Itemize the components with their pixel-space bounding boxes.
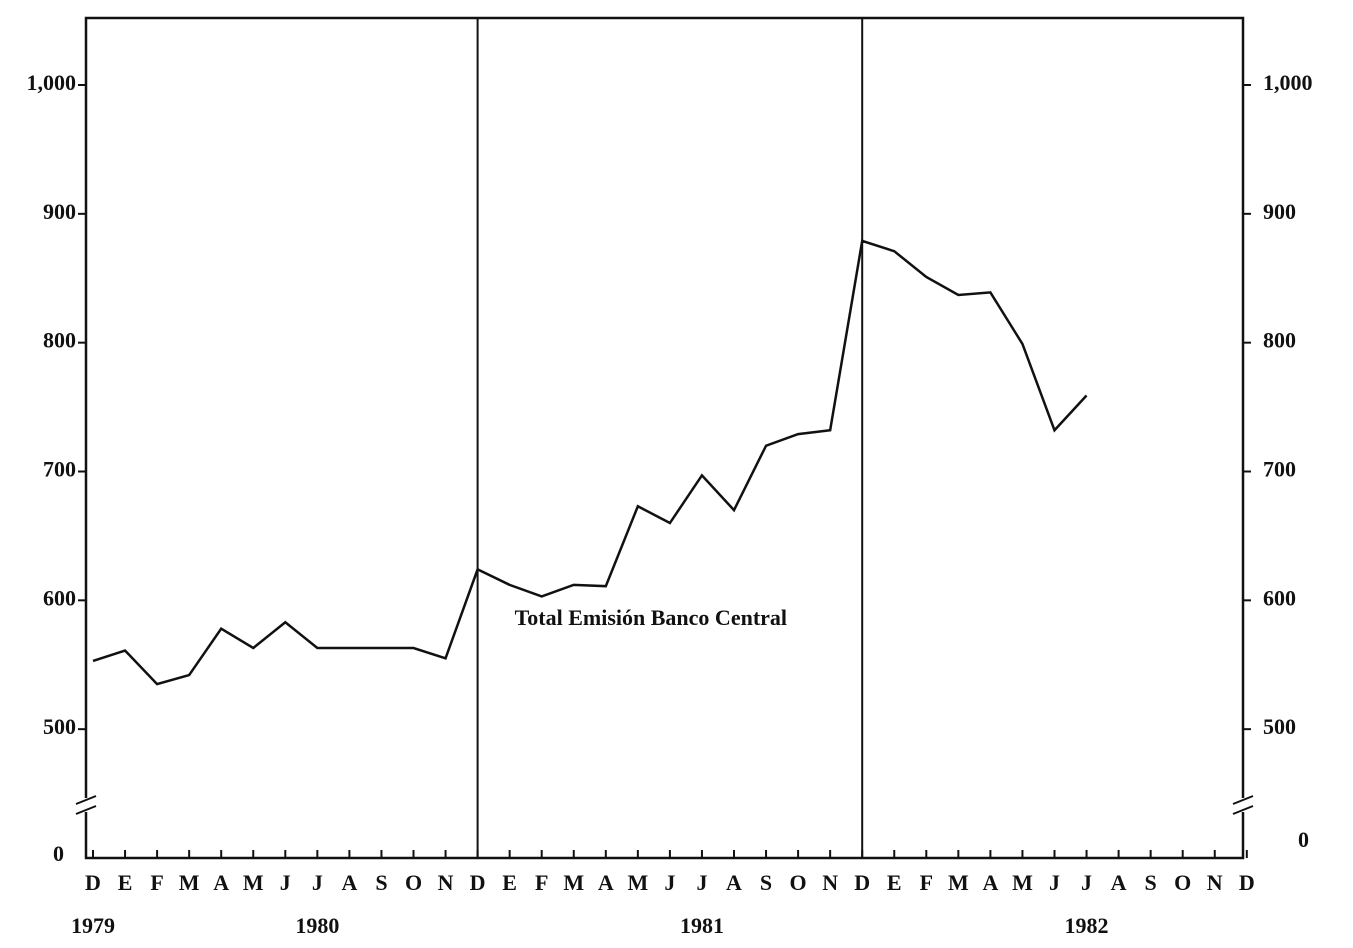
x-tick-label: A — [598, 870, 614, 895]
x-tick-label: S — [375, 870, 387, 895]
x-tick-label: J — [280, 870, 291, 895]
x-tick-label: A — [982, 870, 998, 895]
x-tick-label: S — [760, 870, 772, 895]
y-tick-label: 800 — [43, 328, 76, 353]
x-tick-label: N — [438, 870, 454, 895]
y-tick-label: 600 — [43, 585, 76, 610]
x-tick-label: O — [790, 870, 807, 895]
x-tick-label: D — [85, 870, 101, 895]
series-label: Total Emisión Banco Central — [515, 605, 787, 630]
y2-tick-label: 700 — [1263, 457, 1296, 482]
x-tick-label: O — [405, 870, 422, 895]
x-tick-label: M — [1012, 870, 1033, 895]
x-tick-label: A — [341, 870, 357, 895]
y-tick-label: 500 — [43, 714, 76, 739]
x-tick-label: F — [920, 870, 933, 895]
x-tick-label: M — [563, 870, 584, 895]
x-tick-label: A — [213, 870, 229, 895]
x-tick-label: O — [1174, 870, 1191, 895]
y2-tick-label: 1,000 — [1263, 70, 1313, 95]
x-tick-label: M — [627, 870, 648, 895]
x-tick-label: J — [1049, 870, 1060, 895]
year-label: 1979 — [71, 913, 115, 938]
x-tick-label: N — [1207, 870, 1223, 895]
x-tick-label: E — [502, 870, 517, 895]
axis-break-label: 0 — [1298, 827, 1309, 852]
x-tick-label: A — [726, 870, 742, 895]
x-tick-label: J — [312, 870, 323, 895]
x-tick-label: D — [470, 870, 486, 895]
y2-tick-label: 600 — [1263, 585, 1296, 610]
y2-tick-label: 500 — [1263, 714, 1296, 739]
axis-break-label: 0 — [53, 841, 64, 866]
x-tick-label: F — [535, 870, 548, 895]
year-label: 1982 — [1065, 913, 1109, 938]
year-label: 1981 — [680, 913, 724, 938]
axis-break — [1232, 805, 1254, 815]
x-tick-label: E — [887, 870, 902, 895]
x-tick-label: J — [664, 870, 675, 895]
year-label: 1980 — [295, 913, 339, 938]
axis-break — [75, 795, 97, 805]
y2-tick-label: 800 — [1263, 328, 1296, 353]
plot-frame — [84, 16, 1245, 860]
x-tick-label: S — [1145, 870, 1157, 895]
x-tick-label: F — [150, 870, 163, 895]
x-tick-label: D — [1239, 870, 1255, 895]
x-tick-label: J — [1081, 870, 1092, 895]
axis-break — [75, 805, 97, 815]
axis-break — [1232, 795, 1254, 805]
x-tick-label: D — [854, 870, 870, 895]
y-tick-label: 700 — [43, 457, 76, 482]
x-tick-label: E — [118, 870, 133, 895]
x-tick-label: M — [179, 870, 200, 895]
x-tick-label: A — [1111, 870, 1127, 895]
y-tick-label: 900 — [43, 199, 76, 224]
y-tick-label: 1,000 — [27, 70, 77, 95]
x-tick-label: M — [948, 870, 969, 895]
x-tick-label: J — [696, 870, 707, 895]
x-tick-label: M — [243, 870, 264, 895]
data-line — [92, 239, 1088, 686]
y2-tick-label: 900 — [1263, 199, 1296, 224]
x-tick-label: N — [822, 870, 838, 895]
